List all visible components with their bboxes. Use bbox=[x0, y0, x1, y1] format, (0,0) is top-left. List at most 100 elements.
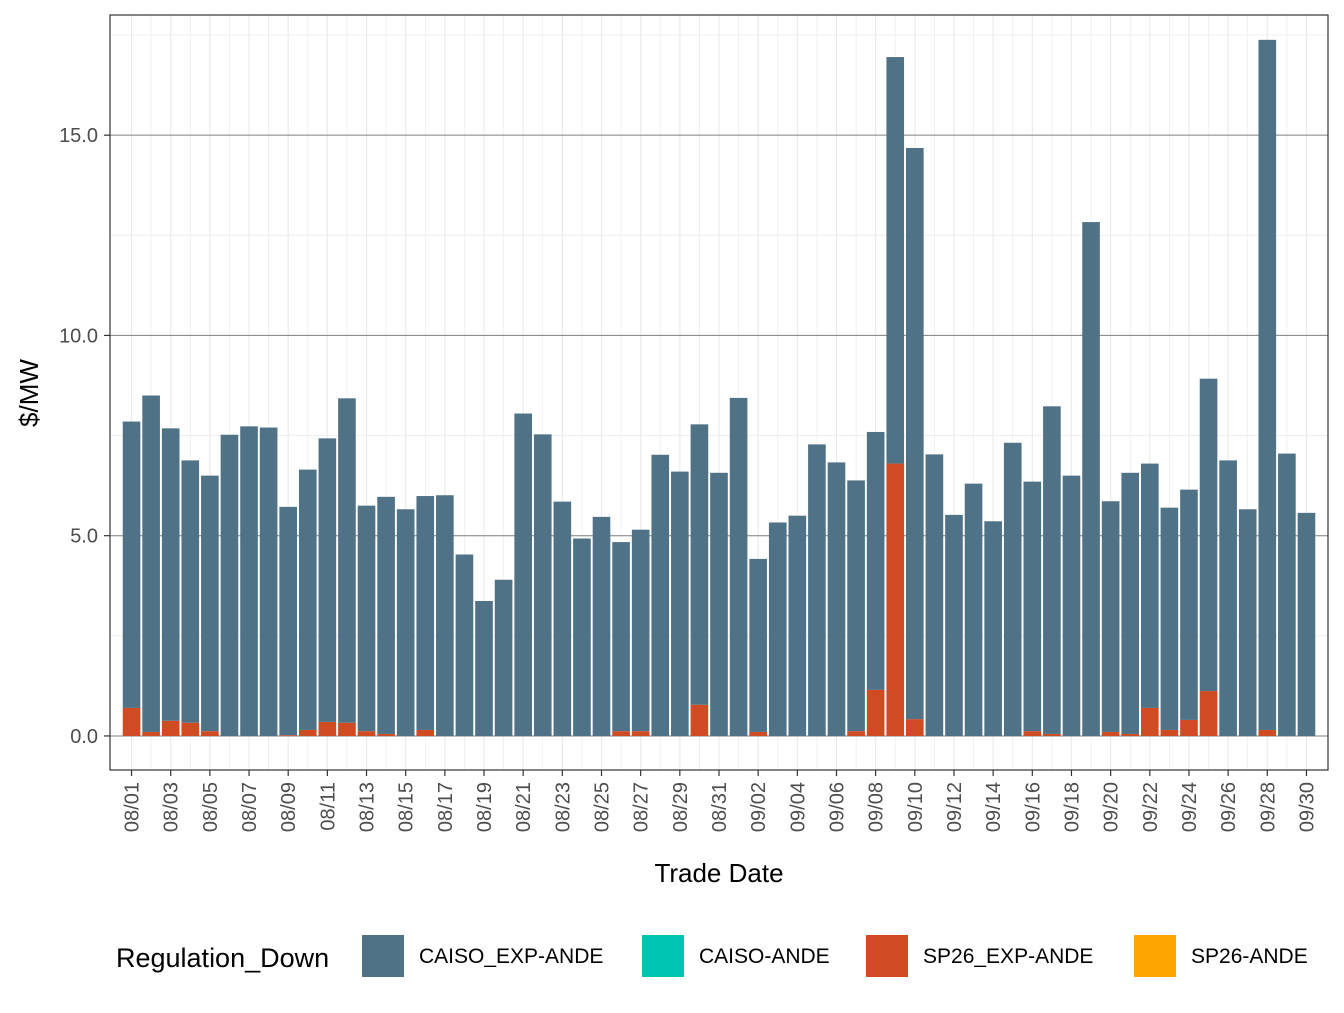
bar-caiso-exp-ande-08-29 bbox=[671, 471, 689, 736]
bar-sp26-exp-ande-08-05 bbox=[201, 731, 219, 736]
bar-caiso-exp-ande-08-05 bbox=[201, 475, 219, 732]
bar-sp26-exp-ande-08-12 bbox=[338, 722, 356, 736]
bar-caiso-exp-ande-08-15 bbox=[396, 509, 415, 736]
bar-caiso-exp-ande-08-07 bbox=[240, 426, 258, 736]
bar-caiso-exp-ande-08-28 bbox=[651, 454, 670, 736]
bar-caiso-exp-ande-09-11 bbox=[925, 454, 944, 736]
bar-caiso-exp-ande-09-02 bbox=[749, 558, 767, 732]
bar-caiso-exp-ande-08-08 bbox=[259, 427, 278, 736]
x-tick-label: 09/08 bbox=[866, 782, 888, 832]
bar-sp26-exp-ande-09-24 bbox=[1180, 719, 1198, 736]
legend-label: SP26-ANDE bbox=[1191, 945, 1308, 968]
bar-sp26-exp-ande-08-03 bbox=[161, 720, 180, 736]
bar-sp26-exp-ande-08-14 bbox=[377, 733, 395, 736]
x-tick-label: 09/24 bbox=[1179, 782, 1201, 832]
x-tick-label: 08/13 bbox=[357, 782, 379, 832]
bar-caiso-exp-ande-09-22 bbox=[1140, 463, 1159, 708]
bar-caiso-exp-ande-08-14 bbox=[377, 496, 395, 734]
x-tick-label: 09/02 bbox=[748, 782, 770, 832]
legend-item: CAISO-ANDE bbox=[642, 935, 830, 977]
x-tick-label: 09/28 bbox=[1257, 782, 1279, 832]
x-tick-label: 08/07 bbox=[239, 782, 261, 832]
x-tick-label: 09/10 bbox=[905, 782, 927, 832]
y-tick-label: 10.0 bbox=[59, 325, 98, 347]
bar-caiso-exp-ande-08-02 bbox=[142, 395, 160, 732]
x-tick-label: 08/27 bbox=[631, 782, 653, 832]
bar-caiso-exp-ande-08-26 bbox=[612, 542, 630, 732]
legend-label: CAISO-ANDE bbox=[699, 945, 830, 968]
bar-caiso-exp-ande-09-21 bbox=[1121, 472, 1140, 734]
legend-item: CAISO_EXP-ANDE bbox=[362, 935, 603, 977]
bar-caiso-exp-ande-09-28 bbox=[1258, 39, 1277, 730]
x-tick-label: 09/22 bbox=[1140, 782, 1162, 832]
bar-caiso-exp-ande-09-15 bbox=[1003, 442, 1022, 736]
x-tick-label: 08/15 bbox=[396, 782, 418, 832]
bar-caiso-exp-ande-08-31 bbox=[710, 472, 728, 736]
bar-caiso-exp-ande-08-21 bbox=[514, 413, 532, 736]
bar-caiso-exp-ande-09-19 bbox=[1082, 222, 1100, 736]
bar-caiso-exp-ande-08-25 bbox=[592, 516, 611, 736]
x-tick-label: 08/23 bbox=[552, 782, 574, 832]
bar-caiso-exp-ande-09-05 bbox=[808, 444, 826, 736]
bar-caiso-exp-ande-08-12 bbox=[338, 398, 356, 723]
x-tick-label: 08/17 bbox=[435, 782, 457, 832]
x-tick-label: 08/29 bbox=[670, 782, 692, 832]
x-tick-label: 09/16 bbox=[1022, 782, 1044, 832]
bar-caiso-exp-ande-09-12 bbox=[945, 514, 963, 736]
bar-sp26-exp-ande-08-10 bbox=[298, 729, 317, 736]
x-tick-label: 08/05 bbox=[200, 782, 222, 832]
y-tick-label: 5.0 bbox=[70, 526, 98, 548]
bar-caiso-exp-ande-08-18 bbox=[455, 554, 474, 736]
bar-sp26-exp-ande-08-09 bbox=[279, 735, 298, 736]
bar-sp26-exp-ande-08-16 bbox=[416, 729, 435, 736]
bar-sp26-exp-ande-08-27 bbox=[631, 731, 650, 736]
bar-caiso-exp-ande-08-13 bbox=[357, 505, 376, 732]
bar-caiso-exp-ande-09-24 bbox=[1180, 489, 1198, 720]
y-tick-label: 15.0 bbox=[59, 125, 98, 147]
x-tick-label: 09/12 bbox=[944, 782, 966, 832]
bar-sp26-exp-ande-09-16 bbox=[1023, 731, 1042, 736]
bar-caiso-exp-ande-09-18 bbox=[1062, 475, 1081, 736]
legend-item: SP26_EXP-ANDE bbox=[866, 935, 1093, 977]
bars bbox=[122, 39, 1316, 736]
x-tick-label: 09/06 bbox=[826, 782, 848, 832]
x-tick-label: 09/20 bbox=[1101, 782, 1123, 832]
bar-caiso-exp-ande-09-06 bbox=[827, 462, 846, 736]
x-tick-label: 09/14 bbox=[983, 782, 1005, 832]
legend-item: SP26-ANDE bbox=[1134, 935, 1308, 977]
bar-sp26-exp-ande-08-04 bbox=[181, 722, 200, 736]
bar-caiso-exp-ande-09-10 bbox=[906, 147, 924, 720]
bar-sp26-exp-ande-08-26 bbox=[612, 731, 630, 736]
bar-caiso-exp-ande-09-25 bbox=[1199, 378, 1218, 692]
bar-sp26-exp-ande-09-25 bbox=[1199, 691, 1218, 736]
legend-label: SP26_EXP-ANDE bbox=[923, 945, 1093, 968]
bar-caiso-exp-ande-08-01 bbox=[122, 421, 141, 708]
bar-sp26-exp-ande-08-13 bbox=[357, 731, 376, 736]
legend-swatch bbox=[642, 935, 684, 977]
bar-caiso-exp-ande-09-26 bbox=[1219, 460, 1237, 736]
x-tick-label: 08/11 bbox=[317, 782, 339, 831]
bar-caiso-exp-ande-09-14 bbox=[984, 521, 1002, 736]
x-tick-label: 08/01 bbox=[122, 782, 144, 832]
y-axis-title: $/MW bbox=[14, 359, 44, 427]
bar-sp26-exp-ande-09-07 bbox=[847, 731, 865, 736]
bar-caiso-exp-ande-08-27 bbox=[631, 529, 650, 732]
x-tick-label: 08/03 bbox=[161, 782, 183, 832]
legend-label: CAISO_EXP-ANDE bbox=[419, 945, 603, 968]
bar-caiso-exp-ande-08-17 bbox=[436, 495, 454, 736]
bar-caiso-exp-ande-08-04 bbox=[181, 460, 200, 723]
bar-sp26-exp-ande-09-02 bbox=[749, 731, 767, 736]
bar-sp26-exp-ande-08-11 bbox=[318, 721, 337, 736]
bar-caiso-exp-ande-09-13 bbox=[964, 483, 983, 736]
bar-caiso-exp-ande-09-30 bbox=[1297, 512, 1316, 736]
bar-sp26-exp-ande-09-28 bbox=[1258, 729, 1277, 736]
x-tick-label: 08/09 bbox=[278, 782, 300, 832]
bar-caiso-exp-ande-09-29 bbox=[1278, 453, 1296, 736]
x-tick-label: 09/26 bbox=[1218, 782, 1240, 832]
bar-caiso-exp-ande-08-06 bbox=[220, 434, 239, 736]
bar-caiso-exp-ande-08-30 bbox=[690, 424, 709, 705]
bar-caiso-exp-ande-08-24 bbox=[573, 538, 591, 736]
bar-caiso-exp-ande-09-23 bbox=[1160, 507, 1179, 730]
legend: Regulation_Down CAISO_EXP-ANDE CAISO-ANDE… bbox=[116, 935, 1308, 977]
